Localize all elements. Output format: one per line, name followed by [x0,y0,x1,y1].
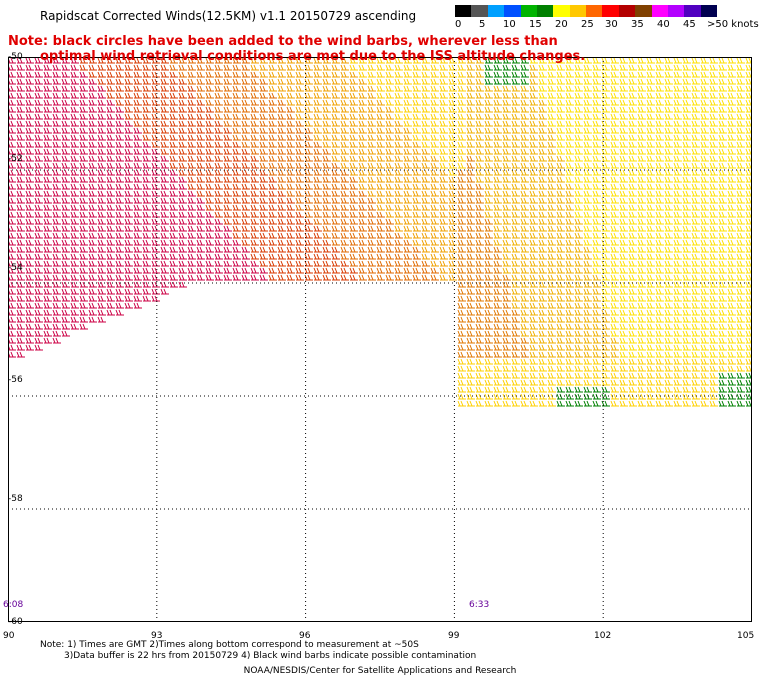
legend-label: 35 [631,19,644,30]
legend-color-bar [455,5,717,17]
chart-title: Rapidscat Corrected Winds(12.5KM) v1.1 2… [40,9,417,23]
lat-label: -58 [8,494,23,504]
legend-swatch [651,5,668,17]
lat-lon-grid [8,57,752,622]
color-legend: 0 5 10 15 20 25 30 35 40 45 >50 knots [455,5,759,35]
legend-label: 40 [657,19,670,30]
legend-swatch [667,5,685,17]
legend-swatch [536,5,554,17]
legend-label: 15 [529,19,542,30]
legend-swatch [635,5,652,17]
legend-label: 5 [479,19,486,30]
pass-time-label: 6:08 [3,600,24,610]
legend-swatch [618,5,636,17]
warning-note-line2: optimal wind retrieval conditions are me… [40,49,586,64]
legend-label: 10 [503,19,516,30]
lon-label: 99 [448,631,460,641]
lon-label: 105 [737,631,755,641]
wind-barb-swaths [8,57,752,407]
legend-swatch [520,5,537,17]
footer-notes: Note: 1) Times are GMT 2)Times along bot… [0,640,760,677]
legend-label: >50 knots [707,19,759,30]
lon-label: 96 [299,631,311,641]
lat-label: -56 [8,375,23,385]
footer-line2: 3)Data buffer is 22 hrs from 20150729 4)… [64,651,477,661]
legend-swatch [569,5,586,17]
warning-note-line1: Note: black circles have been added to t… [8,34,558,49]
lat-label: -60 [8,617,23,627]
legend-label: 25 [581,19,594,30]
wind-map [8,57,752,622]
lon-label: 93 [151,631,163,641]
pass-time-label: 6:33 [469,600,490,610]
warning-note: Note: black circles have been added to t… [8,34,585,64]
legend-swatch [553,5,570,17]
legend-swatch [700,5,717,17]
legend-swatch [471,5,488,17]
legend-swatch [455,5,472,17]
legend-label: 45 [683,19,696,30]
lon-label: 90 [3,631,15,641]
lat-label: -52 [8,154,23,164]
legend-swatch [504,5,521,17]
legend-swatch [684,5,701,17]
lon-label: 102 [594,631,612,641]
legend-labels: 0 5 10 15 20 25 30 35 40 45 >50 knots [455,17,759,31]
legend-label: 20 [555,19,568,30]
footer-line1: Note: 1) Times are GMT 2)Times along bot… [40,640,419,650]
lat-label: -50 [8,52,23,62]
footer-credit: NOAA/NESDIS/Center for Satellite Applica… [243,666,517,676]
legend-label: 0 [455,19,462,30]
legend-label: 30 [605,19,618,30]
legend-swatch [586,5,603,17]
legend-swatch [487,5,505,17]
legend-swatch [602,5,619,17]
lat-label: -54 [8,263,23,273]
